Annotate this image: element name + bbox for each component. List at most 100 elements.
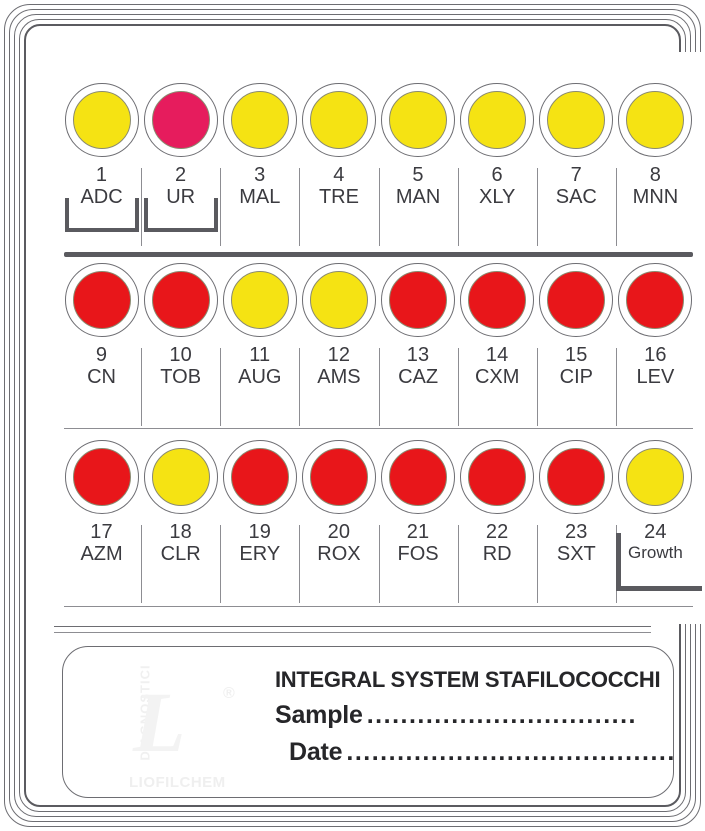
well-code: CLR [160,542,201,565]
well-disc-12-yellow [309,271,368,329]
well-disc-22-red [468,448,527,506]
well-code: FOS [397,542,439,565]
well-ring-9[interactable] [64,263,139,337]
well-cell-8[interactable]: 8 MNN [615,80,695,250]
well-ring-6[interactable] [460,83,535,157]
well-ring-19[interactable] [222,440,297,514]
well-cell-13[interactable]: 13 CAZ [378,260,458,430]
well-ring-2[interactable] [143,83,218,157]
cell-separator [220,348,222,426]
well-number: 4 [333,164,345,186]
cell-separator [378,525,380,603]
well-cell-10[interactable]: 10 TOB [141,260,220,430]
well-ring-13[interactable] [381,263,456,337]
well-ring-24[interactable] [618,440,693,514]
well-disc-18-yellow [151,448,210,506]
well-cell-16[interactable]: 16 LEV [615,260,695,430]
liofilchem-logo-watermark: DIAGNOSTICI L ® LIOFILCHEM [119,664,249,793]
well-cell-2[interactable]: 2 UR [141,80,220,250]
cell-separator [457,525,459,603]
date-field-row: Date....................................… [275,738,673,767]
well-cell-4[interactable]: 4 TRE [299,80,378,250]
date-field-label: Date [289,738,343,766]
well-cell-14[interactable]: 14 CXM [457,260,537,430]
cell-separator [536,348,538,426]
cell-separator [457,348,459,426]
date-field-input[interactable]: ........................................… [346,738,674,766]
well-cell-6[interactable]: 6 XLY [457,80,537,250]
brand-vertical-text: DIAGNOSTICI [137,664,153,761]
well-ring-16[interactable] [618,263,693,337]
well-label-10: 10 TOB [160,344,202,388]
well-cell-7[interactable]: 7 SAC [536,80,616,250]
well-cell-12[interactable]: 12 AMS [299,260,378,430]
well-code: MAN [395,185,441,208]
sample-field-input[interactable]: ................................ [366,701,637,729]
row-underline-3 [64,606,693,607]
well-cell-9[interactable]: 9 CN [62,260,141,430]
well-ring-1[interactable] [64,83,139,157]
well-ring-10[interactable] [143,263,218,337]
row-underline-1 [64,252,693,257]
well-number: 17 [90,521,113,543]
well-ring-22[interactable] [460,440,535,514]
well-cell-15[interactable]: 15 CIP [536,260,616,430]
well-cell-23[interactable]: 23 SXT [536,437,616,607]
well-row-2: 9 CN 10 TOB 11 AUG 12 AMS 13 CAZ 14 CXM 15 CIP 16 LEV [62,260,695,430]
well-number: 11 [249,344,271,366]
well-ring-4[interactable] [301,83,376,157]
well-cell-1[interactable]: 1 ADC [62,80,141,250]
well-number: 1 [95,164,108,186]
well-disc-5-yellow [389,91,448,149]
cell-separator [220,168,222,246]
well-label-19: 19 ERY [239,521,280,565]
well-plate: 1 ADC 2 UR 3 MAL 4 TRE 5 MAN 6 XLY 7 SAC 8 MNN 9 CN 10 TOB 1… [52,52,705,624]
well-number: 14 [485,344,509,366]
well-label-23: 23 SXT [556,521,596,565]
well-ring-23[interactable] [539,440,614,514]
well-cell-20[interactable]: 20 ROX [299,437,378,607]
well-ring-15[interactable] [539,263,614,337]
well-cell-18[interactable]: 18 CLR [141,437,220,607]
well-number: 24 [644,521,667,543]
well-ring-21[interactable] [381,440,456,514]
well-disc-11-yellow [230,271,289,329]
well-code: AMS [317,365,361,388]
well-number: 13 [406,344,430,366]
well-cell-24[interactable]: 24 Growth [615,437,702,607]
well-disc-20-red [309,448,368,506]
well-cell-11[interactable]: 11 AUG [220,260,299,430]
well-code: Growth [628,542,683,562]
well-cell-5[interactable]: 5 MAN [378,80,458,250]
well-ring-5[interactable] [381,83,456,157]
cell-separator [299,525,301,603]
well-number: 6 [491,164,503,186]
well-cell-22[interactable]: 22 RD [457,437,537,607]
well-disc-4-yellow [309,91,368,149]
well-row-1: 1 ADC 2 UR 3 MAL 4 TRE 5 MAN 6 XLY 7 SAC 8 MNN [62,80,695,250]
row-underline-2 [64,428,693,429]
brand-bottom-text: LIOFILCHEM [129,774,226,791]
well-code: CXM [474,365,520,388]
well-disc-9-red [72,271,131,329]
well-ring-7[interactable] [539,83,614,157]
well-ring-11[interactable] [222,263,297,337]
well-ring-12[interactable] [301,263,376,337]
well-cell-19[interactable]: 19 ERY [220,437,299,607]
well-ring-18[interactable] [143,440,218,514]
well-code: AUG [238,365,282,388]
well-number: 8 [649,164,662,186]
well-ring-8[interactable] [618,83,693,157]
well-cell-21[interactable]: 21 FOS [378,437,458,607]
well-ring-3[interactable] [222,83,297,157]
well-code: TOB [160,365,202,388]
well-ring-17[interactable] [64,440,139,514]
well-label-15: 15 CIP [560,344,593,388]
well-ring-20[interactable] [301,440,376,514]
well-ring-14[interactable] [460,263,535,337]
well-code: SXT [556,542,596,565]
well-cell-3[interactable]: 3 MAL [220,80,299,250]
well-cell-17[interactable]: 17 AZM [62,437,141,607]
product-title: INTEGRAL SYSTEM STAFILOCOCCHI [275,667,661,692]
